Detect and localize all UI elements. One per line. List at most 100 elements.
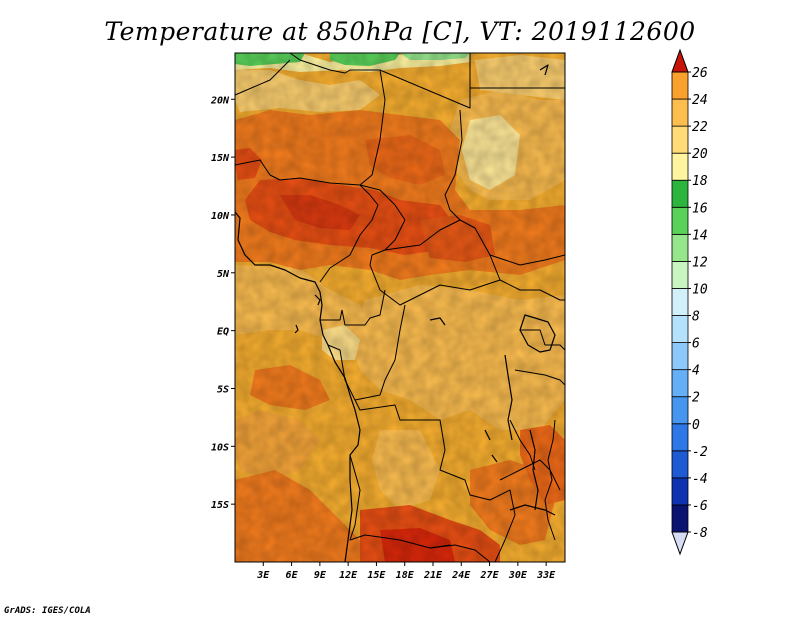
lake-tanganyika	[504, 354, 513, 441]
border-car-drc	[369, 264, 501, 306]
colorbar-label: 22	[692, 120, 708, 135]
colorbar-box	[671, 477, 689, 506]
colorbar-box	[671, 369, 689, 398]
colorbar-box	[671, 179, 689, 208]
y-tick-label: 5S	[217, 384, 229, 395]
lake-victoria	[519, 314, 556, 353]
colorbar-box	[671, 504, 689, 533]
x-tick-label: 30E	[508, 570, 528, 581]
border-chad-sudan	[444, 109, 463, 221]
border-namibia-botswana	[429, 544, 491, 563]
border-tanzania-zambia	[509, 419, 536, 471]
x-tick-label: 12E	[339, 570, 358, 581]
colorbar-label: 26	[692, 66, 708, 81]
colorbar-label: 18	[692, 174, 708, 189]
border-south-sudan-drc	[499, 279, 565, 301]
border-cameroon-congo	[341, 289, 386, 326]
colorbar-label: -8	[692, 526, 708, 541]
colorbar-box	[671, 423, 689, 452]
colorbar-box	[671, 342, 689, 371]
y-tick-label: 15N	[211, 153, 230, 164]
x-tick-label: 3E	[256, 570, 270, 581]
colorbar-box	[671, 450, 689, 479]
colorbar-box	[671, 71, 689, 100]
island-bioko	[314, 294, 321, 306]
colorbar-label: -6	[692, 499, 708, 514]
colorbar-label: 24	[692, 93, 708, 108]
map-panel: 3E 6E 9E 12E 15E 18E 21E 24E 27E 30E 33E 20N 15N 10N…	[210, 52, 566, 581]
colorbar-label: 8	[692, 310, 700, 325]
border-niger-nigeria	[234, 159, 361, 186]
x-tick-label: 33E	[536, 570, 556, 581]
colorbar-box	[671, 98, 689, 127]
x-tick-label: 9E	[314, 570, 327, 581]
coastlines	[234, 64, 556, 563]
border-zimbabwe	[494, 489, 516, 563]
colorbar-label: 16	[692, 201, 708, 216]
y-tick-label: 15S	[211, 500, 229, 511]
colorbar-label: 6	[692, 337, 700, 352]
border-libya-algeria-niger	[289, 52, 471, 109]
lake-mai-ndombe	[429, 317, 446, 326]
field-texture	[235, 53, 565, 562]
x-tick-label: 24E	[451, 570, 471, 581]
x-tick-label: 18E	[396, 570, 415, 581]
colorbar-box	[671, 152, 689, 181]
border-tanzania-north	[514, 369, 566, 386]
coastline-atlantic	[234, 211, 361, 563]
lake-malawi	[529, 429, 539, 511]
x-axis: 3E 6E 9E 12E 15E 18E 21E 24E 27E 30E 33E	[256, 562, 556, 581]
coastline-red-sea	[539, 64, 549, 76]
border-angola-drc	[354, 399, 511, 501]
border-uganda-kenya	[520, 329, 566, 351]
y-tick-label: EQ	[217, 327, 229, 338]
x-tick-label: 6E	[286, 570, 299, 581]
x-tick-label: 15E	[367, 570, 386, 581]
colorbar-box	[671, 206, 689, 235]
lake-bangweulu	[491, 454, 498, 463]
lake-mweru	[484, 429, 491, 441]
colorbar-label: 10	[692, 282, 708, 297]
island-sao-tome	[294, 324, 299, 334]
colorbar-box	[671, 261, 689, 289]
border-gabon-congo	[327, 304, 406, 401]
lake-kariba	[509, 504, 556, 516]
temperature-field	[235, 53, 565, 562]
colorbar-box	[671, 233, 689, 262]
country-boundaries	[234, 52, 566, 563]
colorbar-label: -2	[692, 445, 708, 460]
border-angola-namibia	[349, 454, 451, 549]
colorbar-label: 20	[692, 147, 708, 162]
border-car-south-sudan	[489, 254, 566, 266]
y-axis: 20N 15N 10N 5N EQ 5S 10S 15S	[210, 95, 235, 511]
border-cameroon-chad	[359, 184, 406, 266]
colorbar-high-triangle	[671, 48, 689, 73]
colorbar-label: 14	[692, 228, 708, 243]
border-mauritania-algeria	[234, 59, 291, 96]
colorbar-box	[671, 288, 689, 316]
border-niger-chad	[359, 69, 386, 186]
colorbar-label: 4	[692, 364, 700, 379]
y-tick-label: 20N	[210, 95, 230, 106]
colorbar-low-triangle	[671, 531, 689, 556]
x-tick-label: 21E	[423, 570, 443, 581]
colorbar-box	[671, 125, 689, 154]
border-zambia-malawi	[499, 459, 561, 491]
figure-title: Temperature at 850hPa [C], VT: 201911260…	[104, 17, 695, 46]
colorbar-box	[671, 315, 689, 343]
grads-credit: GrADS: IGES/COLA	[4, 606, 91, 616]
colorbar-label: 0	[692, 418, 700, 433]
border-eq-guinea	[320, 309, 343, 321]
map-frame	[234, 52, 566, 563]
border-malawi-mozambique	[544, 419, 556, 541]
y-tick-label: 5N	[217, 269, 230, 280]
colorbar-box	[671, 396, 689, 425]
y-tick-label: 10N	[211, 211, 230, 222]
colorbar-label: -4	[692, 472, 708, 487]
colorbar-label: 12	[692, 255, 708, 270]
y-tick-label: 10S	[211, 442, 229, 453]
x-tick-label: 27E	[480, 570, 500, 581]
